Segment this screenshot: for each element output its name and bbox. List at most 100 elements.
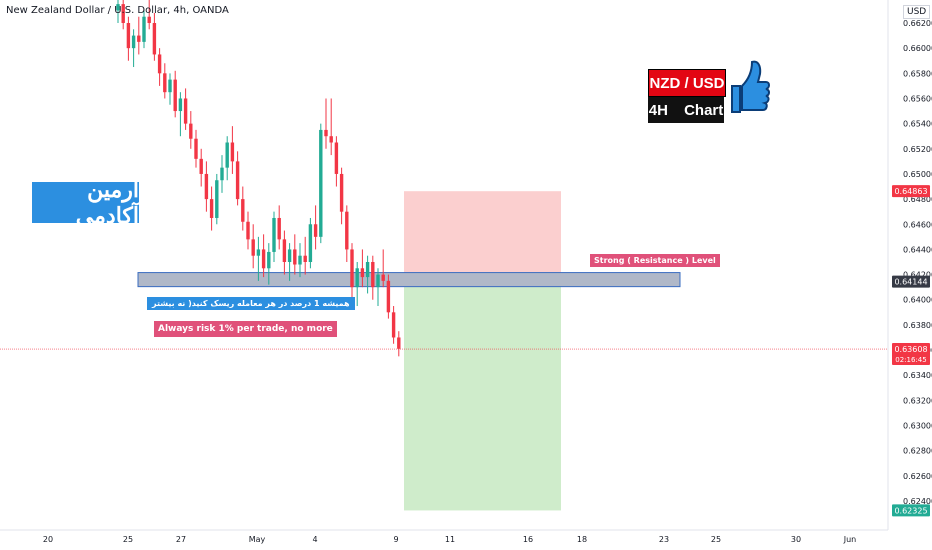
- stop-badge: [892, 185, 930, 198]
- resistance-note: Strong ( Resistance ) Level: [590, 254, 720, 267]
- candle-body: [350, 249, 354, 288]
- last-price-badge-value: 0.63608: [894, 345, 927, 354]
- candle-body: [261, 249, 266, 269]
- candle-body: [126, 23, 131, 49]
- candle-body: [287, 249, 292, 262]
- x-tick-label: 16: [523, 535, 533, 544]
- candle-body: [199, 158, 203, 174]
- y-tick-label: 0.62400: [903, 497, 932, 506]
- candle-body: [256, 249, 261, 256]
- candle-body: [121, 4, 125, 24]
- take-profit-zone: [404, 282, 561, 511]
- candle-body: [371, 262, 375, 288]
- resistance-badge-value: 0.64144: [894, 278, 927, 287]
- candle-body: [355, 268, 359, 288]
- risk-note: Always risk 1% per trade, no more: [154, 321, 337, 337]
- stop-loss-zone: [404, 191, 561, 283]
- brand-label: آرمین آکادمی: [32, 177, 139, 229]
- x-tick-label: 9: [393, 535, 398, 544]
- candle-body: [319, 129, 323, 237]
- candle-body: [230, 142, 235, 162]
- target-badge: [892, 504, 930, 517]
- candle-body: [163, 73, 167, 93]
- x-tick-label: 11: [445, 535, 455, 544]
- stop-badge-value: 0.64863: [894, 187, 927, 196]
- x-tick-label: 20: [43, 535, 53, 544]
- candle-body: [345, 211, 349, 250]
- price-badges: 0.64863 0.64144 0.63608 02:16:45 0.62325: [892, 185, 930, 517]
- candle-body: [147, 16, 151, 23]
- resistance-badge: [892, 275, 930, 288]
- x-tick-label: Jun: [843, 535, 857, 544]
- resistance-zone: [137, 272, 681, 288]
- candle-body: [376, 274, 380, 288]
- candle-body: [194, 138, 198, 159]
- candle-body: [339, 173, 344, 212]
- candle-body: [293, 249, 297, 265]
- candle-body: [189, 123, 193, 139]
- candle-body: [251, 239, 255, 256]
- candles: [116, 0, 401, 357]
- candle-body: [303, 255, 307, 262]
- currency-label[interactable]: USD: [903, 5, 931, 19]
- x-tick-label: May: [249, 535, 266, 544]
- candle-body: [204, 173, 209, 200]
- candle-body: [298, 255, 302, 265]
- x-tick-label: 4: [312, 535, 317, 544]
- candle-body: [272, 217, 276, 252]
- candle-body: [235, 161, 240, 200]
- candle-body: [381, 274, 385, 281]
- candle-body: [137, 35, 141, 42]
- candle-body: [131, 35, 136, 49]
- candle-body: [168, 79, 172, 93]
- last-price-badge-countdown: 02:16:45: [895, 356, 926, 364]
- x-tick-label: 30: [791, 535, 801, 544]
- candle-body: [360, 268, 365, 278]
- x-axis[interactable]: 20 25 27 May 4 9 11 16 18 23 25 30 Jun: [43, 535, 856, 544]
- candle-body: [142, 16, 146, 42]
- x-tick-label: 25: [123, 535, 133, 544]
- candle-body: [334, 142, 339, 174]
- candle-body: [397, 337, 401, 349]
- candle-body: [313, 224, 318, 237]
- candle-body: [241, 199, 245, 222]
- candle-body: [152, 23, 157, 55]
- x-tick-label: 27: [176, 535, 186, 544]
- candle-body: [391, 312, 396, 338]
- x-tick-label: 25: [711, 535, 721, 544]
- candle-body: [329, 136, 333, 143]
- candle-body: [157, 54, 162, 74]
- chart-title: New Zealand Dollar / U.S. Dollar, 4h, OA…: [6, 5, 229, 16]
- pair-label: NZD / USD: [648, 69, 726, 97]
- candle-body: [220, 167, 224, 181]
- x-tick-label: 23: [659, 535, 669, 544]
- timeframe-label: 4H Chart: [648, 97, 724, 123]
- candle-body: [386, 280, 391, 313]
- candle-body: [308, 224, 313, 262]
- candle-body: [324, 129, 328, 137]
- x-tick-label: 18: [577, 535, 587, 544]
- candle-body: [183, 98, 188, 124]
- target-badge-value: 0.62325: [894, 506, 927, 515]
- candle-body: [209, 199, 214, 218]
- candle-body: [282, 239, 287, 262]
